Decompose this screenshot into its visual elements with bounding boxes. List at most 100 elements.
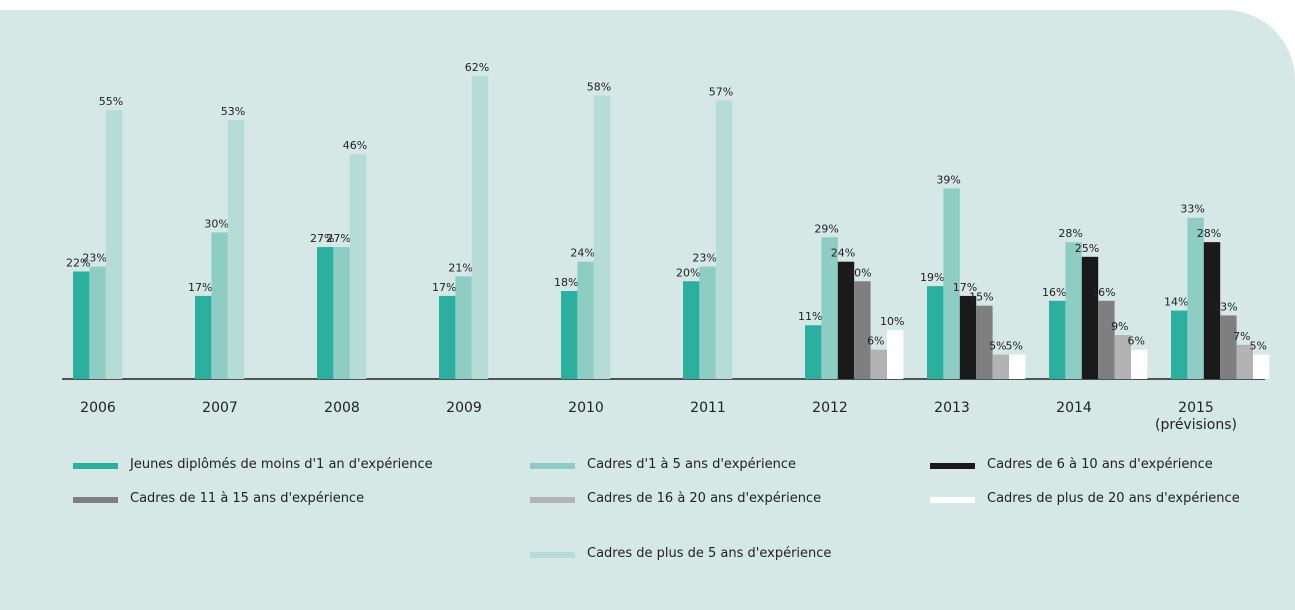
value-label: 20% (847, 266, 871, 279)
value-label: 9% (1111, 320, 1128, 333)
x-tick-label: 2007 (202, 400, 238, 416)
bar (333, 247, 350, 379)
value-label: 5% (1249, 340, 1266, 353)
value-label: 18% (554, 276, 578, 289)
value-label: 23% (692, 252, 716, 265)
legend-swatch (530, 497, 575, 503)
bar (1236, 344, 1253, 379)
legend-swatch (530, 463, 575, 469)
x-tick-label: 2011 (690, 400, 726, 416)
value-label: 16% (1042, 286, 1066, 299)
bar (927, 286, 944, 379)
value-label: 27% (310, 232, 334, 245)
value-label: 27% (326, 232, 350, 245)
legend-swatch (530, 552, 575, 558)
bar (1220, 315, 1237, 379)
bar (943, 188, 960, 379)
bar (195, 295, 212, 379)
value-label: 17% (953, 281, 977, 294)
value-label: 13% (1213, 300, 1237, 313)
bar (105, 110, 123, 379)
legend-label: Cadres de 16 à 20 ans d'expérience (587, 491, 822, 506)
bar (837, 261, 855, 379)
value-label: 33% (1180, 203, 1204, 216)
bar (561, 291, 578, 379)
bar (1171, 310, 1188, 379)
value-label: 39% (936, 173, 960, 186)
bar (699, 266, 716, 379)
value-label: 5% (989, 340, 1006, 353)
value-label: 10% (880, 315, 904, 328)
value-label: 58% (587, 81, 611, 94)
legend-label: Jeunes diplômés de moins d'1 an d'expéri… (130, 457, 433, 472)
bar (976, 305, 993, 379)
bar (349, 154, 367, 379)
value-label: 15% (969, 291, 993, 304)
value-label: 53% (221, 105, 245, 118)
bar (1131, 349, 1148, 379)
legend-swatch (930, 463, 975, 469)
bar (870, 349, 887, 379)
bar (1098, 300, 1115, 379)
bar (805, 325, 822, 379)
bar (683, 281, 700, 379)
value-label: 22% (66, 256, 90, 269)
value-label: 6% (1127, 335, 1144, 348)
legend-label: Cadres d'1 à 5 ans d'expérience (587, 457, 796, 472)
value-label: 62% (465, 61, 489, 74)
value-label: 57% (709, 85, 733, 98)
bar (992, 354, 1009, 379)
bar (593, 95, 611, 379)
value-label: 5% (1005, 340, 1022, 353)
x-tick-label: 2013 (934, 400, 970, 416)
bar (577, 261, 594, 379)
legend-label: Cadres de 6 à 10 ans d'expérience (987, 457, 1213, 472)
value-label: 23% (82, 252, 106, 265)
value-label: 17% (188, 281, 212, 294)
legend-swatch (73, 463, 118, 469)
value-label: 25% (1075, 242, 1099, 255)
value-label: 14% (1164, 296, 1188, 309)
value-label: 21% (448, 261, 472, 274)
value-label: 28% (1058, 227, 1082, 240)
bar (73, 271, 90, 379)
bar (317, 247, 334, 379)
value-label: 17% (432, 281, 456, 294)
x-tick-label: 2015 (prévisions) (1155, 400, 1237, 433)
value-label: 55% (99, 95, 123, 108)
bar (959, 295, 977, 379)
legend-label: Cadres de 11 à 15 ans d'expérience (130, 491, 365, 506)
bar (1049, 300, 1066, 379)
bar (1009, 354, 1026, 379)
x-tick-label: 2009 (446, 400, 482, 416)
x-tick-label: 2010 (568, 400, 604, 416)
bar (1203, 242, 1221, 379)
legend-swatch (930, 497, 975, 503)
bar (227, 119, 245, 379)
value-label: 19% (920, 271, 944, 284)
bar (455, 276, 472, 379)
bar (1081, 256, 1099, 379)
value-label: 11% (798, 310, 822, 323)
value-label: 24% (831, 247, 855, 260)
value-label: 46% (343, 139, 367, 152)
bar (854, 281, 871, 379)
legend-label: Cadres de plus de 5 ans d'expérience (587, 546, 832, 561)
value-label: 29% (814, 222, 838, 235)
bar (211, 232, 228, 379)
bar (439, 295, 456, 379)
bar (1114, 335, 1131, 379)
bar (471, 76, 489, 379)
bar (1187, 217, 1204, 379)
x-tick-label: 2008 (324, 400, 360, 416)
bar (715, 100, 733, 379)
value-label: 24% (570, 247, 594, 260)
value-label: 6% (867, 335, 884, 348)
bar (1253, 354, 1270, 379)
bar (89, 266, 106, 379)
legend-swatch (73, 497, 118, 503)
value-label: 28% (1197, 227, 1221, 240)
bar (1065, 242, 1082, 379)
value-label: 16% (1091, 286, 1115, 299)
chart: 22%23%55%17%30%53%27%27%46%17%21%62%18%2… (62, 61, 1270, 558)
